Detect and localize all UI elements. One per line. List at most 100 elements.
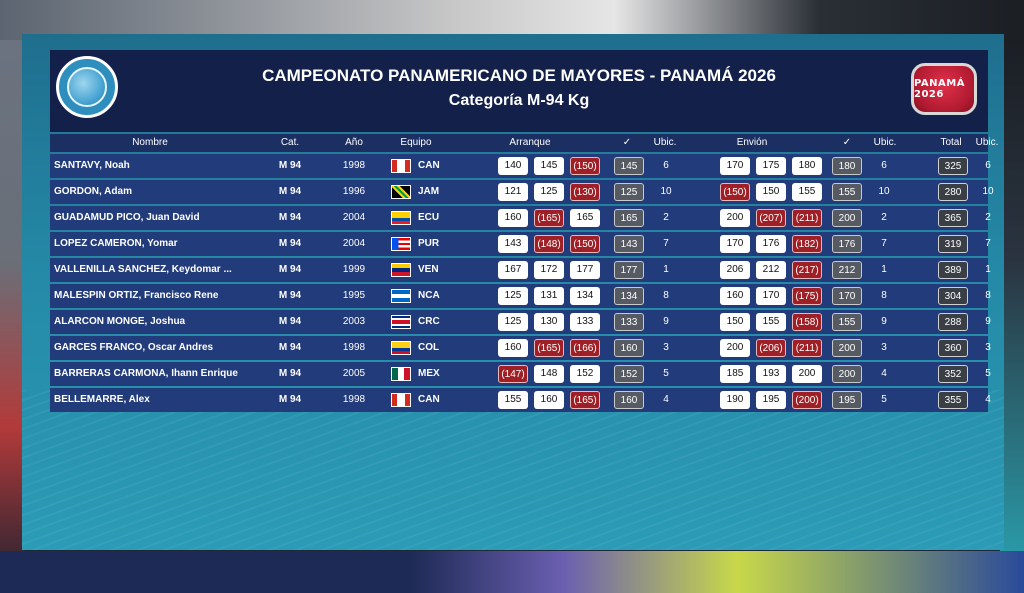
- col-cj: Envión: [736, 137, 768, 148]
- athlete-team: NCA: [418, 290, 440, 301]
- cj-attempt-3: (182): [792, 235, 822, 253]
- athlete-total: 304: [938, 287, 968, 305]
- athlete-total: 319: [938, 235, 968, 253]
- snatch-attempt-1: 167: [498, 261, 528, 279]
- nca-flag-icon: [391, 289, 411, 303]
- event-logo-icon: PANAMÁ 2026: [908, 56, 980, 122]
- snatch-attempt-3: 133: [570, 313, 600, 331]
- cj-rank: 2: [881, 212, 887, 223]
- athlete-total: 365: [938, 209, 968, 227]
- table-row: GORDON, Adam M 94 1996 JAM 121 125 (130) 125 10 (…: [50, 180, 994, 204]
- total-rank: 4: [985, 394, 991, 405]
- athlete-total: 288: [938, 313, 968, 331]
- cj-attempt-3: (211): [792, 209, 822, 227]
- snatch-best: 143: [614, 235, 644, 253]
- snatch-best: 133: [614, 313, 644, 331]
- cj-attempt-2: (207): [756, 209, 786, 227]
- snatch-rank: 5: [663, 368, 669, 379]
- athlete-name: LOPEZ CAMERON, Yomar: [54, 238, 178, 249]
- athlete-birth-year: 1995: [342, 290, 366, 301]
- table-body: SANTAVY, Noah M 94 1998 CAN 140 145 (150) 145 6 1…: [50, 154, 994, 412]
- cj-best: 200: [832, 365, 862, 383]
- cj-attempt-1: 170: [720, 157, 750, 175]
- cj-attempt-2: 155: [756, 313, 786, 331]
- snatch-rank: 9: [663, 316, 669, 327]
- table-row: VALLENILLA SANCHEZ, Keydomar ... M 94 1999…: [50, 258, 991, 282]
- snatch-rank: 4: [663, 394, 669, 405]
- cj-rank: 7: [881, 238, 887, 249]
- athlete-birth-year: 1998: [342, 342, 366, 353]
- snatch-best: 160: [614, 391, 644, 409]
- athlete-category: M 94: [278, 290, 302, 301]
- cj-best: 200: [832, 339, 862, 357]
- can-flag-icon: [391, 159, 411, 173]
- results-table: Nombre Cat. Año Equipo Arranque ✓ Ubic. …: [50, 134, 998, 412]
- athlete-total: 355: [938, 391, 968, 409]
- table-row: SANTAVY, Noah M 94 1998 CAN 140 145 (150) 145 6 1…: [50, 154, 991, 178]
- decorative-stripes: [22, 390, 1004, 550]
- col-cat: Cat.: [280, 137, 300, 148]
- athlete-category: M 94: [278, 186, 302, 197]
- col-snatch-check: ✓: [622, 137, 632, 148]
- athlete-birth-year: 1999: [342, 264, 366, 275]
- mex-flag-icon: [391, 367, 411, 381]
- athlete-name: ALARCON MONGE, Joshua: [54, 316, 186, 327]
- cj-best: 170: [832, 287, 862, 305]
- total-rank: 7: [985, 238, 991, 249]
- snatch-attempt-2: 172: [534, 261, 564, 279]
- athlete-name: GARCES FRANCO, Oscar Andres: [54, 342, 214, 353]
- athlete-team: VEN: [418, 264, 439, 275]
- athlete-birth-year: 2004: [342, 212, 366, 223]
- cj-attempt-2: 175: [756, 157, 786, 175]
- cj-best: 155: [832, 183, 862, 201]
- athlete-team: COL: [418, 342, 440, 353]
- total-rank: 6: [985, 160, 991, 171]
- athlete-birth-year: 1996: [342, 186, 366, 197]
- col-year: Año: [345, 137, 363, 148]
- ven-flag-icon: [391, 263, 411, 277]
- cj-attempt-3: 200: [792, 365, 822, 383]
- cj-attempt-3: (217): [792, 261, 822, 279]
- cj-attempt-3: (158): [792, 313, 822, 331]
- cj-attempt-3: 155: [792, 183, 822, 201]
- cj-best: 195: [832, 391, 862, 409]
- snatch-attempt-2: (165): [534, 339, 564, 357]
- athlete-total: 280: [938, 183, 968, 201]
- total-rank: 1: [985, 264, 991, 275]
- snatch-attempt-2: (148): [534, 235, 564, 253]
- athlete-team: JAM: [418, 186, 440, 197]
- athlete-team: MEX: [418, 368, 440, 379]
- cj-attempt-1: 170: [720, 235, 750, 253]
- table-row: MALESPIN ORTIZ, Francisco Rene M 94 1995 NC…: [50, 284, 991, 308]
- snatch-best: 160: [614, 339, 644, 357]
- snatch-attempt-3: (150): [570, 235, 600, 253]
- snatch-best: 125: [614, 183, 644, 201]
- snatch-best: 145: [614, 157, 644, 175]
- snatch-attempt-3: (166): [570, 339, 600, 357]
- snatch-attempt-2: 145: [534, 157, 564, 175]
- cj-rank: 8: [881, 290, 887, 301]
- cj-rank: 10: [878, 186, 890, 197]
- table-row: BELLEMARRE, Alex M 94 1998 CAN 155 160 (165) 16…: [50, 388, 991, 412]
- snatch-attempt-3: (130): [570, 183, 600, 201]
- athlete-team: PUR: [418, 238, 440, 249]
- event-badge: PANAMÁ 2026: [911, 63, 977, 115]
- cj-rank: 5: [881, 394, 887, 405]
- table-row: ALARCON MONGE, Joshua M 94 2003 CRC 125 130 13…: [50, 310, 991, 334]
- snatch-attempt-3: 177: [570, 261, 600, 279]
- athlete-category: M 94: [278, 160, 302, 171]
- cj-best: 180: [832, 157, 862, 175]
- cj-attempt-3: (200): [792, 391, 822, 409]
- cj-attempt-1: 150: [720, 313, 750, 331]
- cj-attempt-1: 206: [720, 261, 750, 279]
- snatch-attempt-3: (150): [570, 157, 600, 175]
- athlete-name: GORDON, Adam: [54, 186, 132, 197]
- athlete-birth-year: 2004: [342, 238, 366, 249]
- cj-rank: 3: [881, 342, 887, 353]
- cj-rank: 4: [881, 368, 887, 379]
- total-rank: 8: [985, 290, 991, 301]
- athlete-category: M 94: [278, 394, 302, 405]
- col-flag-icon: [391, 341, 411, 355]
- athlete-category: M 94: [278, 238, 302, 249]
- athlete-team: CRC: [418, 316, 440, 327]
